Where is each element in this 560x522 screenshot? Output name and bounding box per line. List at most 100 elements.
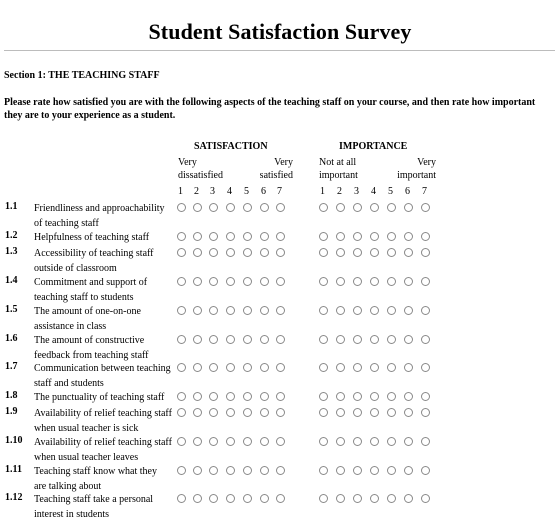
satisfaction-radio-3[interactable]	[209, 363, 218, 372]
importance-radio-4[interactable]	[370, 232, 379, 241]
satisfaction-radio-5[interactable]	[243, 392, 252, 401]
importance-radio-1[interactable]	[319, 277, 328, 286]
satisfaction-radio-7[interactable]	[276, 306, 285, 315]
importance-radio-7[interactable]	[421, 277, 430, 286]
importance-radio-3[interactable]	[353, 306, 362, 315]
satisfaction-radio-7[interactable]	[276, 277, 285, 286]
importance-radio-6[interactable]	[404, 494, 413, 503]
satisfaction-radio-6[interactable]	[260, 466, 269, 475]
satisfaction-radio-1[interactable]	[177, 335, 186, 344]
importance-radio-5[interactable]	[387, 466, 396, 475]
satisfaction-radio-2[interactable]	[193, 248, 202, 257]
satisfaction-radio-1[interactable]	[177, 466, 186, 475]
satisfaction-radio-2[interactable]	[193, 335, 202, 344]
satisfaction-radio-4[interactable]	[226, 494, 235, 503]
importance-radio-1[interactable]	[319, 408, 328, 417]
importance-radio-5[interactable]	[387, 408, 396, 417]
importance-radio-2[interactable]	[336, 248, 345, 257]
satisfaction-radio-6[interactable]	[260, 203, 269, 212]
importance-radio-4[interactable]	[370, 437, 379, 446]
satisfaction-radio-2[interactable]	[193, 306, 202, 315]
satisfaction-radio-5[interactable]	[243, 248, 252, 257]
satisfaction-radio-5[interactable]	[243, 335, 252, 344]
importance-radio-2[interactable]	[336, 437, 345, 446]
importance-radio-7[interactable]	[421, 335, 430, 344]
satisfaction-radio-7[interactable]	[276, 494, 285, 503]
satisfaction-radio-4[interactable]	[226, 277, 235, 286]
satisfaction-radio-3[interactable]	[209, 232, 218, 241]
satisfaction-radio-2[interactable]	[193, 437, 202, 446]
satisfaction-radio-1[interactable]	[177, 392, 186, 401]
importance-radio-5[interactable]	[387, 494, 396, 503]
importance-radio-2[interactable]	[336, 232, 345, 241]
importance-radio-2[interactable]	[336, 203, 345, 212]
importance-radio-4[interactable]	[370, 203, 379, 212]
satisfaction-radio-7[interactable]	[276, 232, 285, 241]
importance-radio-1[interactable]	[319, 335, 328, 344]
satisfaction-radio-2[interactable]	[193, 494, 202, 503]
satisfaction-radio-6[interactable]	[260, 408, 269, 417]
satisfaction-radio-7[interactable]	[276, 363, 285, 372]
importance-radio-2[interactable]	[336, 277, 345, 286]
satisfaction-radio-7[interactable]	[276, 335, 285, 344]
satisfaction-radio-7[interactable]	[276, 392, 285, 401]
importance-radio-6[interactable]	[404, 203, 413, 212]
satisfaction-radio-1[interactable]	[177, 408, 186, 417]
importance-radio-6[interactable]	[404, 363, 413, 372]
importance-radio-6[interactable]	[404, 392, 413, 401]
importance-radio-7[interactable]	[421, 494, 430, 503]
importance-radio-4[interactable]	[370, 248, 379, 257]
satisfaction-radio-1[interactable]	[177, 248, 186, 257]
importance-radio-1[interactable]	[319, 248, 328, 257]
importance-radio-3[interactable]	[353, 494, 362, 503]
satisfaction-radio-4[interactable]	[226, 392, 235, 401]
importance-radio-6[interactable]	[404, 335, 413, 344]
satisfaction-radio-6[interactable]	[260, 437, 269, 446]
importance-radio-7[interactable]	[421, 408, 430, 417]
importance-radio-1[interactable]	[319, 232, 328, 241]
importance-radio-3[interactable]	[353, 408, 362, 417]
satisfaction-radio-4[interactable]	[226, 466, 235, 475]
satisfaction-radio-6[interactable]	[260, 277, 269, 286]
importance-radio-5[interactable]	[387, 248, 396, 257]
satisfaction-radio-1[interactable]	[177, 437, 186, 446]
importance-radio-1[interactable]	[319, 392, 328, 401]
importance-radio-4[interactable]	[370, 335, 379, 344]
importance-radio-3[interactable]	[353, 466, 362, 475]
importance-radio-2[interactable]	[336, 306, 345, 315]
satisfaction-radio-4[interactable]	[226, 306, 235, 315]
satisfaction-radio-2[interactable]	[193, 466, 202, 475]
satisfaction-radio-7[interactable]	[276, 408, 285, 417]
satisfaction-radio-2[interactable]	[193, 277, 202, 286]
satisfaction-radio-6[interactable]	[260, 335, 269, 344]
importance-radio-7[interactable]	[421, 203, 430, 212]
satisfaction-radio-5[interactable]	[243, 203, 252, 212]
importance-radio-6[interactable]	[404, 466, 413, 475]
satisfaction-radio-6[interactable]	[260, 494, 269, 503]
satisfaction-radio-7[interactable]	[276, 466, 285, 475]
satisfaction-radio-4[interactable]	[226, 335, 235, 344]
importance-radio-6[interactable]	[404, 437, 413, 446]
importance-radio-3[interactable]	[353, 248, 362, 257]
importance-radio-3[interactable]	[353, 203, 362, 212]
importance-radio-4[interactable]	[370, 306, 379, 315]
satisfaction-radio-4[interactable]	[226, 248, 235, 257]
satisfaction-radio-4[interactable]	[226, 203, 235, 212]
satisfaction-radio-3[interactable]	[209, 203, 218, 212]
satisfaction-radio-7[interactable]	[276, 248, 285, 257]
importance-radio-5[interactable]	[387, 363, 396, 372]
importance-radio-1[interactable]	[319, 437, 328, 446]
importance-radio-5[interactable]	[387, 306, 396, 315]
satisfaction-radio-5[interactable]	[243, 408, 252, 417]
importance-radio-6[interactable]	[404, 408, 413, 417]
importance-radio-7[interactable]	[421, 363, 430, 372]
satisfaction-radio-6[interactable]	[260, 392, 269, 401]
importance-radio-7[interactable]	[421, 306, 430, 315]
importance-radio-2[interactable]	[336, 335, 345, 344]
satisfaction-radio-3[interactable]	[209, 335, 218, 344]
satisfaction-radio-4[interactable]	[226, 232, 235, 241]
importance-radio-4[interactable]	[370, 494, 379, 503]
importance-radio-3[interactable]	[353, 277, 362, 286]
importance-radio-5[interactable]	[387, 232, 396, 241]
satisfaction-radio-1[interactable]	[177, 232, 186, 241]
